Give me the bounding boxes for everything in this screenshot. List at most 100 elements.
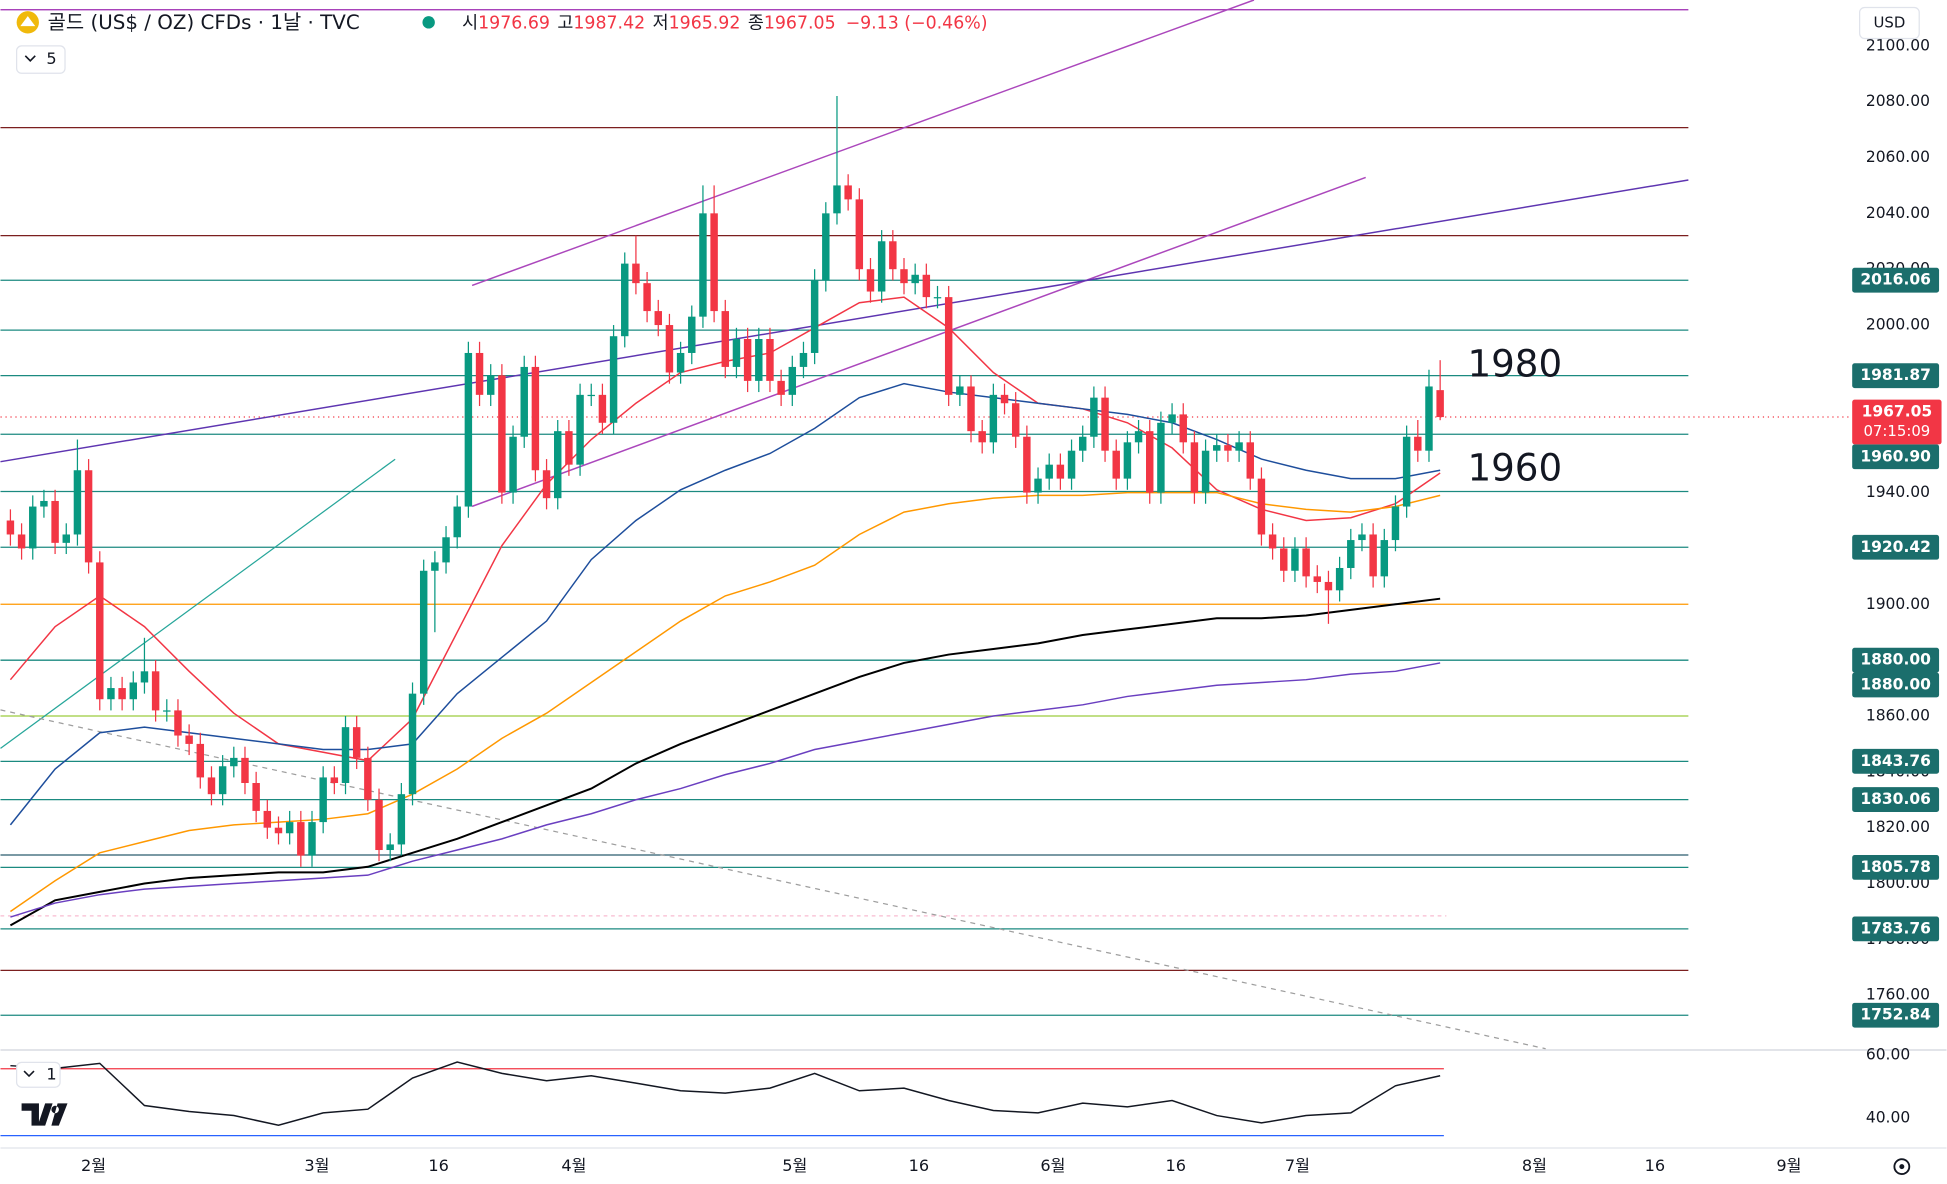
candle-body [1402,436,1411,507]
settings-icon-center [1899,1164,1905,1170]
open-value: 1976.69 [478,14,550,34]
annotation: 1980 [1467,341,1562,385]
price-badge-label: 1783.76 [1860,919,1931,937]
candle-body [1034,478,1042,493]
indicator-toggle[interactable] [15,45,66,74]
candle-body [1358,534,1366,541]
candle-body [129,682,138,700]
candle-body [252,783,260,811]
candle-body [900,269,908,284]
candle-body [1324,581,1333,591]
trend-line [0,179,1689,463]
x-tick-label: 2월 [81,1156,106,1175]
candle-body [73,470,82,535]
candle-body [944,297,953,395]
y-tick-label: 2040.00 [1866,204,1930,222]
currency-button[interactable] [1859,6,1920,40]
candle-body [833,185,841,214]
moving-average [9,382,1441,826]
candle-body [989,394,998,443]
candle-body [297,822,305,856]
x-tick-label: 16 [1166,1156,1187,1175]
candle-body [408,693,417,795]
candle-body [185,735,193,744]
candle-body [308,822,316,856]
price-badge [1852,1002,1940,1028]
candle-body [84,470,93,563]
candle-body [464,352,473,507]
levels [0,9,1850,1016]
price-badge-label: 1880.00 [1860,675,1931,693]
settings-icon[interactable] [1893,1158,1911,1176]
candle-body [1146,431,1154,493]
candle-body [442,537,450,563]
candle-body [475,352,484,395]
rsi-line [10,1061,1441,1127]
candle-body [1101,397,1109,451]
change: −9.13 (−0.46%) [846,14,988,34]
rsi-tick-label: 40.00 [1866,1108,1910,1126]
x-tick-label: 7월 [1285,1156,1310,1175]
candle-body [341,727,350,784]
price-badge-label: 1960.90 [1860,447,1931,465]
candle-body [1347,540,1355,568]
price-badge-label: 1752.84 [1860,1006,1931,1024]
candle-body [866,269,875,292]
tradingview-logo[interactable] [21,1103,68,1126]
candle-body [486,375,495,395]
candle-body [554,431,562,499]
candle-body [967,386,975,432]
close-value: 1967.05 [764,14,836,34]
candle-body [196,743,205,778]
candle-body [978,431,986,443]
candle-body [386,844,394,851]
candle-body [1280,548,1288,571]
candle-body [699,213,707,317]
symbol-title[interactable]: 골드 (US$ / OZ) CFDs · 1날 · TVC [48,11,360,34]
candle-body [565,431,573,465]
candle-body [1291,548,1299,571]
candle-body [1369,534,1377,577]
open-label: 시 [462,14,478,34]
price-badge [1852,916,1940,942]
candle-body [40,500,48,507]
current-price-badge [1852,399,1942,445]
candle-body [587,394,595,397]
candle-body [241,757,249,784]
low-value: 1965.92 [669,14,741,34]
moving-average [10,662,1441,918]
candle-body [1246,442,1254,479]
candle-body [721,311,730,367]
candle-body [810,280,819,353]
candle-body [163,710,171,712]
high-label: 고 [557,14,573,34]
candle-body [632,263,640,284]
price-badge-label: 1981.87 [1860,366,1931,384]
candle-body [766,339,774,381]
candle-body [1078,436,1087,451]
rsi-toggle[interactable] [15,1061,61,1088]
channel-line [471,0,1255,287]
candle-body [1414,436,1422,451]
y-tick-label: 1760.00 [1866,986,1930,1004]
trend-line [0,458,396,749]
moving-averages [9,296,1441,927]
moving-average [9,491,1441,913]
current-price: 1967.05 [1862,403,1933,421]
candle-body [1045,464,1053,479]
x-tick-label: 4월 [561,1156,586,1175]
annotations: 1980 1960 [1467,341,1562,489]
price-badge [1852,647,1940,673]
candle-body [375,799,383,851]
candle-body [352,727,361,758]
price-axis [1849,0,1947,1184]
candle-body [431,562,439,571]
price-badge [1852,854,1940,880]
y-tick-label: 1900.00 [1866,595,1930,613]
candle-body [1268,534,1277,549]
candle-body [788,366,797,395]
candle-body [285,822,294,834]
candle-body [520,366,528,437]
candle-body [621,263,629,337]
